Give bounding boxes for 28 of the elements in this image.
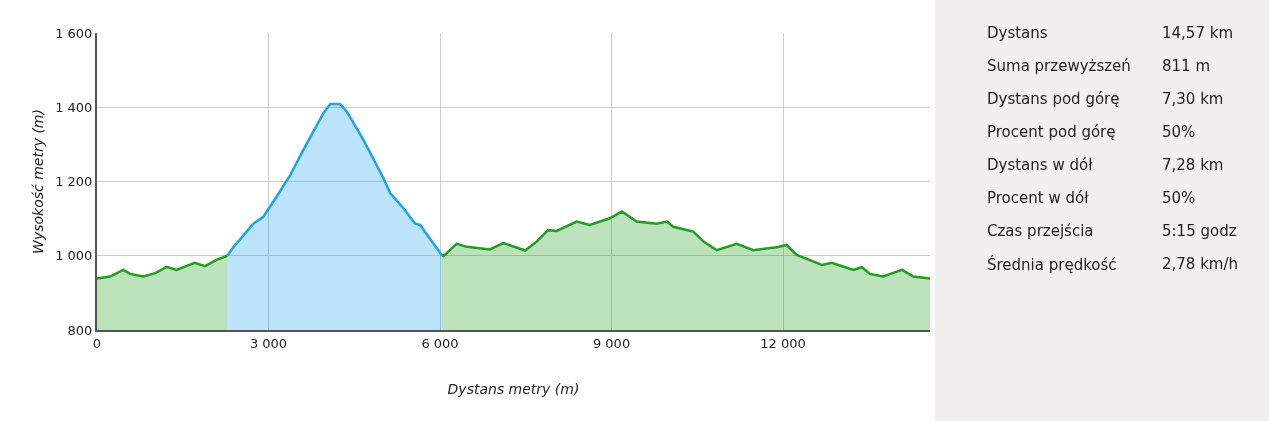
text: 5:15 godz	[1162, 222, 1237, 240]
x-tick-label: 3 000	[249, 335, 288, 351]
text: Średnia prędkość	[987, 255, 1117, 274]
x-tick-label: 9 000	[592, 335, 631, 351]
text: 50%	[1162, 189, 1196, 207]
y-tick-label: 1 400	[55, 99, 93, 115]
text: Dystans pod górę	[987, 90, 1120, 108]
text: 811 m	[1162, 57, 1211, 75]
y-tick-label: 1 000	[55, 248, 93, 264]
y-axis-title: Wysokość metry (m)	[30, 109, 47, 254]
y-tick-label: 800	[67, 322, 93, 338]
text: Procent pod górę	[987, 123, 1116, 141]
y-tick-label: 1 600	[55, 25, 93, 41]
text: Czas przejścia	[987, 222, 1094, 240]
text: Dystans	[987, 24, 1048, 42]
text: Dystans w dół	[987, 156, 1094, 174]
text: 7,28 km	[1162, 156, 1224, 174]
y-tick-label: 1 200	[55, 174, 93, 190]
text: 2,78 km/h	[1162, 255, 1239, 273]
x-tick-label: 12 000	[760, 335, 806, 351]
x-tick-label: 0	[92, 335, 102, 351]
x-tick-label: 6 000	[421, 335, 459, 351]
text: 14,57 km	[1162, 24, 1234, 42]
x-axis-title: Dystans metry (m)	[447, 381, 580, 398]
text: Procent w dół	[987, 189, 1090, 207]
text: 50%	[1162, 123, 1196, 141]
text: 7,30 km	[1162, 90, 1224, 108]
text: Suma przewyższeń	[987, 57, 1131, 75]
